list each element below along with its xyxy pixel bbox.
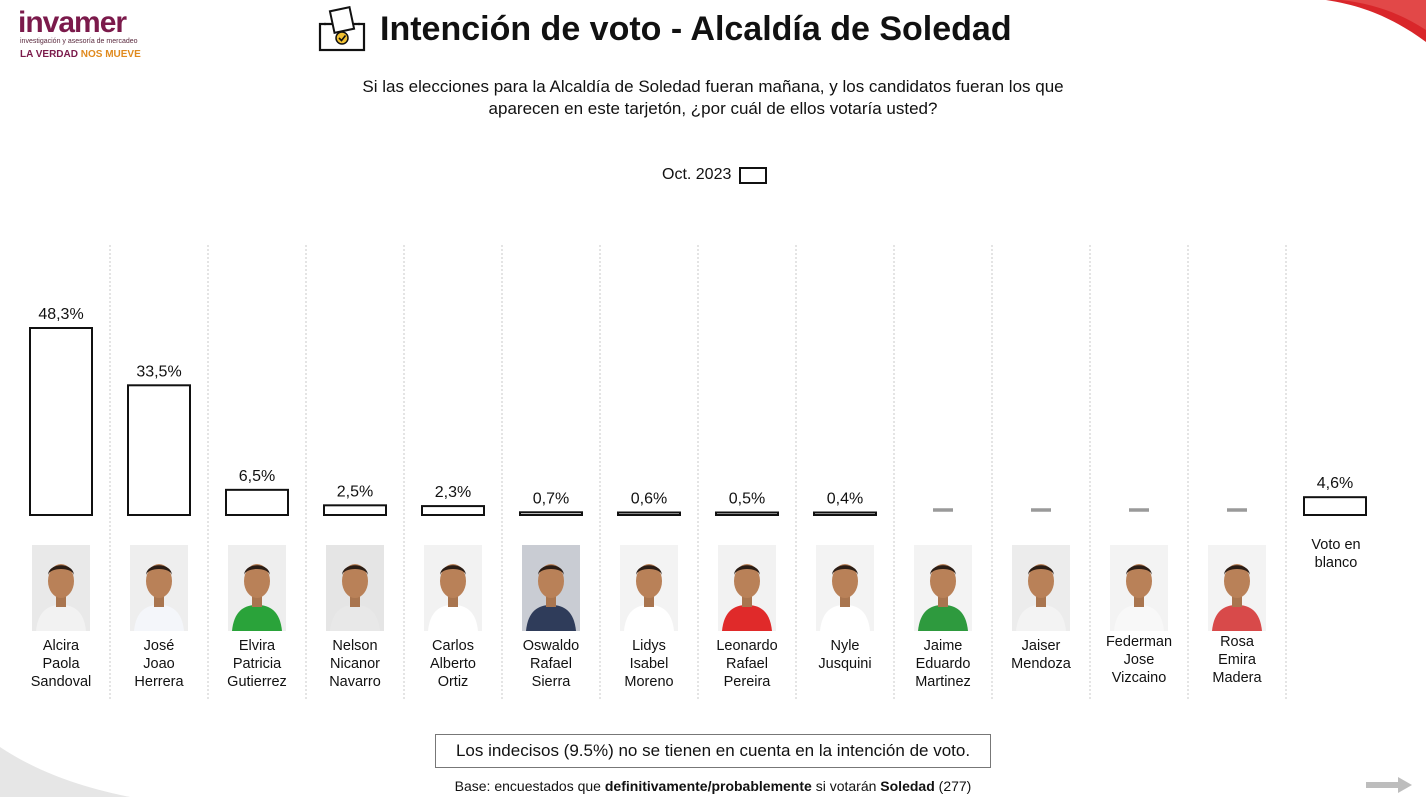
corner-decoration <box>1326 0 1426 42</box>
candidate-name: Alcira Paola Sandoval <box>30 638 92 690</box>
candidate-name: Elvira Patricia Gutierrez <box>227 638 287 690</box>
candidate-name: Lidys Isabel Moreno <box>624 638 674 690</box>
candidate-name: Oswaldo Rafael Sierra <box>522 638 580 690</box>
bar <box>617 511 681 516</box>
candidate-photo <box>718 545 776 631</box>
candidate-photo <box>1208 545 1266 631</box>
data-label: 2,3% <box>435 484 471 501</box>
logo-wordmark: invamer <box>18 6 127 39</box>
data-label: 4,6% <box>1317 475 1353 492</box>
data-label: 0,7% <box>533 490 569 507</box>
bar <box>421 505 485 517</box>
data-label: 6,5% <box>239 468 275 485</box>
bar <box>519 511 583 517</box>
next-arrow-icon[interactable] <box>1364 776 1414 794</box>
candidate-name: Rosa Emira Madera <box>1212 634 1262 686</box>
data-label: 0,4% <box>827 491 863 508</box>
candidate-photo <box>326 545 384 631</box>
candidate-photo <box>816 545 874 631</box>
logo-subtitle: investigación y asesoría de mercadeo <box>20 38 138 45</box>
chart-legend: Oct. 2023 <box>662 166 768 184</box>
candidate-photo <box>32 545 90 631</box>
ballot-box-icon <box>318 6 366 52</box>
legend-swatch <box>739 166 768 184</box>
invamer-logo: invamer investigación y asesoría de merc… <box>18 6 168 61</box>
candidate-photo <box>620 545 678 631</box>
logo-tagline: LA VERDAD NOS MUEVE <box>20 49 141 60</box>
bar <box>127 384 191 516</box>
candidate-name: Carlos Alberto Ortiz <box>430 638 476 690</box>
candidate-photo <box>914 545 972 631</box>
candidate-name: José Joao Herrera <box>134 638 184 690</box>
candidate-name: Jaime Eduardo Martinez <box>915 638 971 690</box>
survey-question: Si las elecciones para la Alcaldía de So… <box>362 77 1064 118</box>
bar <box>29 327 93 516</box>
data-label: 2,5% <box>337 483 373 500</box>
bar <box>225 488 289 517</box>
candidate-photo <box>228 545 286 631</box>
corner-decoration <box>0 747 130 797</box>
candidate-photo <box>522 545 580 631</box>
bar <box>813 511 877 516</box>
candidate-name: Nelson Nicanor Navarro <box>329 638 381 690</box>
candidate-name: Federman Jose Vizcaino <box>1105 634 1173 686</box>
data-label: 48,3% <box>38 306 83 323</box>
bar <box>1303 496 1367 517</box>
bar <box>323 504 387 517</box>
page-title: Intención de voto - Alcaldía de Soledad <box>380 10 1012 48</box>
undecided-note: Los indecisos (9.5%) no se tienen en cue… <box>435 734 991 768</box>
candidate-photo <box>424 545 482 631</box>
candidate-photo <box>130 545 188 631</box>
candidate-name: Nyle Jusquini <box>818 638 872 672</box>
data-label: 33,5% <box>136 363 181 380</box>
bar <box>715 511 779 516</box>
blank-vote-label: Voto en blanco <box>1311 537 1361 571</box>
legend-label: Oct. 2023 <box>662 166 732 183</box>
candidate-name: Jaiser Mendoza <box>1011 638 1071 672</box>
candidate-photo <box>1110 545 1168 631</box>
candidate-name: Leonardo Rafael Pereira <box>716 638 778 690</box>
data-label: 0,5% <box>729 491 765 508</box>
data-label: 0,6% <box>631 491 667 508</box>
candidate-photo <box>1012 545 1070 631</box>
base-footnote: Base: encuestados que definitivamente/pr… <box>454 778 972 794</box>
